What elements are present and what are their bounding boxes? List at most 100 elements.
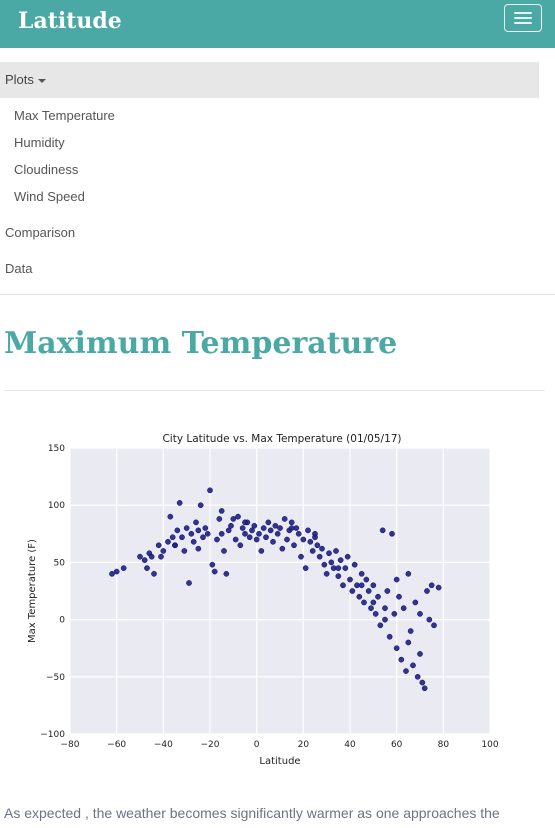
data-point	[412, 599, 419, 606]
data-point	[270, 538, 276, 545]
data-point	[242, 530, 248, 537]
data-point	[158, 553, 164, 560]
data-point	[209, 561, 216, 568]
dropdown-item-wind-speed[interactable]: Wind Speed	[14, 189, 85, 204]
data-point	[321, 561, 328, 568]
data-point	[377, 622, 384, 629]
data-point	[405, 570, 412, 577]
data-point	[363, 576, 370, 583]
caret-down-icon	[37, 78, 46, 83]
data-point	[414, 673, 421, 680]
data-point	[326, 550, 332, 557]
menu-toggle-button[interactable]	[504, 4, 542, 32]
data-point	[358, 570, 365, 577]
data-point	[370, 599, 377, 606]
data-point	[246, 534, 253, 541]
data-point	[253, 536, 260, 543]
data-point	[305, 527, 311, 534]
nav-link-data[interactable]: Data	[5, 261, 33, 276]
data-point	[400, 605, 407, 612]
y-tick-label: −100	[40, 730, 65, 740]
data-point	[228, 522, 234, 529]
data-point	[144, 565, 150, 571]
data-point	[419, 679, 426, 686]
data-point	[230, 516, 237, 522]
y-tick-labels: −100 −50 0 50 100 150	[40, 444, 65, 740]
data-point	[193, 519, 199, 526]
data-point	[281, 516, 288, 522]
data-point	[424, 588, 430, 594]
plots-dropdown-toggle[interactable]: Plots	[0, 62, 539, 98]
dropdown-item-humidity[interactable]: Humidity	[14, 135, 65, 150]
y-tick-label: 100	[48, 501, 65, 511]
data-point	[337, 557, 344, 563]
data-point	[328, 559, 335, 566]
data-point	[358, 582, 365, 589]
data-point	[309, 548, 316, 554]
data-point	[340, 582, 346, 589]
y-tick-label: 0	[59, 616, 65, 626]
dropdown-item-cloudiness[interactable]: Cloudiness	[14, 162, 79, 177]
data-point	[160, 548, 167, 554]
data-point	[386, 633, 393, 640]
data-point	[316, 553, 323, 560]
data-point	[391, 611, 398, 617]
data-point	[113, 568, 120, 575]
data-point	[172, 542, 178, 549]
data-point	[272, 522, 279, 529]
data-point	[372, 611, 379, 617]
data-point	[435, 584, 442, 591]
data-point	[284, 536, 290, 543]
x-axis-label: Latitude	[259, 756, 300, 767]
grid-lines	[69, 447, 491, 735]
data-point	[417, 651, 423, 657]
data-point	[288, 519, 295, 526]
data-point	[314, 542, 321, 549]
data-point	[195, 527, 202, 534]
data-points	[109, 487, 442, 692]
data-point	[232, 536, 239, 543]
data-point	[344, 553, 351, 560]
data-point	[223, 570, 230, 577]
data-point	[382, 605, 388, 612]
data-point	[211, 568, 218, 575]
data-point	[347, 576, 353, 583]
data-point	[260, 525, 267, 531]
data-point	[218, 530, 225, 537]
data-point	[398, 656, 405, 663]
chart-title: City Latitude vs. Max Temperature (01/05…	[162, 433, 401, 445]
data-point	[393, 576, 400, 583]
data-point	[428, 582, 435, 589]
data-point	[148, 553, 155, 560]
brand-title[interactable]: Latitude	[18, 8, 122, 34]
data-point	[361, 599, 367, 606]
data-point	[265, 519, 272, 526]
x-tick-label: −20	[201, 740, 220, 750]
x-tick-label: 80	[438, 740, 450, 750]
data-point	[151, 570, 157, 577]
data-point	[204, 530, 211, 537]
navbar: Latitude	[0, 0, 555, 48]
data-point	[298, 553, 304, 560]
data-point	[181, 548, 188, 554]
data-point	[207, 487, 213, 494]
nav-link-comparison[interactable]: Comparison	[5, 225, 76, 240]
x-tick-label: −60	[107, 740, 126, 750]
y-tick-label: −50	[46, 673, 65, 683]
data-point	[237, 542, 244, 549]
x-tick-label: 20	[298, 740, 310, 750]
data-point	[174, 527, 181, 534]
data-point	[239, 525, 246, 531]
page-title: Maximum Temperature	[4, 326, 398, 361]
data-point	[141, 557, 148, 563]
data-point	[249, 527, 255, 534]
data-point	[319, 545, 325, 552]
dropdown-item-max-temperature[interactable]: Max Temperature	[14, 108, 115, 123]
y-axis-label: Max Temperature (F)	[27, 539, 38, 643]
data-point	[351, 561, 358, 568]
x-tick-label: 0	[254, 740, 260, 750]
data-point	[263, 534, 269, 541]
divider	[4, 390, 545, 391]
x-tick-label: −40	[154, 740, 173, 750]
data-point	[312, 530, 318, 537]
